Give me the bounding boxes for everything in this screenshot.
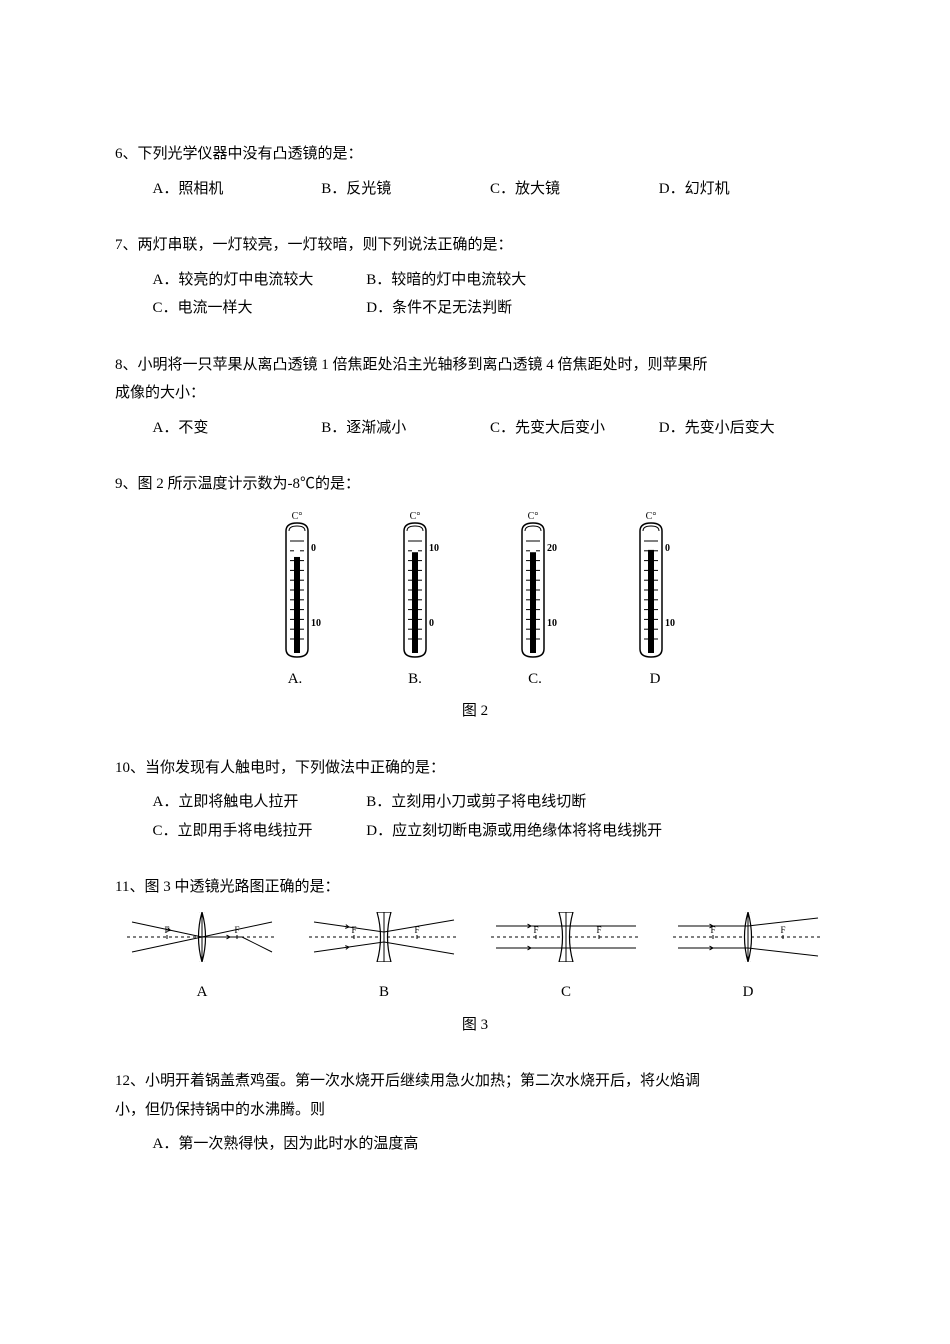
q8-opt-d: D．先变小后变大 [659, 414, 775, 443]
svg-text:0: 0 [311, 543, 316, 554]
svg-text:F: F [414, 925, 419, 935]
q6-opt-c: C．放大镜 [490, 175, 655, 204]
q6-opt-b: B．反光镜 [321, 175, 486, 204]
svg-text:10: 10 [429, 543, 439, 554]
svg-text:0: 0 [665, 543, 670, 554]
q9-stem: 9、图 2 所示温度计示数为-8℃的是： [115, 470, 835, 499]
lens-col-C: FF C [491, 912, 641, 1007]
svg-text:C°: C° [410, 511, 421, 522]
lens-diagram-B: FF [309, 912, 459, 962]
lens-label-B: B [309, 978, 459, 1007]
thermo-label-a: A. [255, 665, 335, 694]
lens-label-D: D [673, 978, 823, 1007]
thermometer-C: C° 20 10 [504, 511, 564, 661]
question-9: 9、图 2 所示温度计示数为-8℃的是： C° 0 10 C° 10 0 C° … [115, 470, 835, 726]
svg-text:F: F [234, 925, 239, 935]
thermo-label-c: C. [495, 665, 575, 694]
q10-options-row2: C．立即用手将电线拉开 D．应立刻切断电源或用绝缘体将将电线挑开 [115, 817, 835, 846]
q12-stem-l2: 小，但仍保持锅中的水沸腾。则 [115, 1096, 835, 1125]
thermometer-wrap-A: C° 0 10 [268, 511, 328, 661]
thermometer-wrap-D: C° 0 10 [622, 511, 682, 661]
q12-opt-a: A．第一次熟得快，因为此时水的温度高 [153, 1130, 419, 1159]
q12-stem-l1: 12、小明开着锅盖煮鸡蛋。第一次水烧开后继续用急火加热；第二次水烧开后，将火焰调 [115, 1067, 835, 1096]
q10-options-row1: A．立即将触电人拉开 B．立刻用小刀或剪子将电线切断 [115, 788, 835, 817]
q6-opt-a: A．照相机 [153, 175, 318, 204]
q8-opt-c: C．先变大后变小 [490, 414, 655, 443]
svg-text:0: 0 [429, 618, 434, 629]
svg-text:F: F [351, 925, 356, 935]
svg-text:C°: C° [528, 511, 539, 522]
q7-options-row1: A．较亮的灯中电流较大 B．较暗的灯中电流较大 [115, 266, 835, 295]
thermometer-wrap-B: C° 10 0 [386, 511, 446, 661]
q11-stem: 11、图 3 中透镜光路图正确的是： [115, 873, 835, 902]
thermometer-D: C° 0 10 [622, 511, 682, 661]
exam-page: 6、下列光学仪器中没有凸透镜的是： A．照相机 B．反光镜 C．放大镜 D．幻灯… [0, 0, 950, 1247]
svg-text:10: 10 [311, 618, 321, 629]
lens-diagram-D: FF [673, 912, 823, 962]
svg-text:F: F [164, 925, 169, 935]
q10-opt-d: D．应立刻切断电源或用绝缘体将将电线挑开 [366, 817, 662, 846]
svg-text:20: 20 [547, 543, 557, 554]
q8-stem-l2: 成像的大小： [115, 379, 835, 408]
q7-options-row2: C．电流一样大 D．条件不足无法判断 [115, 294, 835, 323]
svg-text:10: 10 [665, 618, 675, 629]
q10-stem: 10、当你发现有人触电时，下列做法中正确的是： [115, 754, 835, 783]
thermo-label-b: B. [375, 665, 455, 694]
lens-diagram-row: FF A FF B FF C FF D [115, 912, 835, 1007]
q12-options: A．第一次熟得快，因为此时水的温度高 [115, 1130, 835, 1159]
question-7: 7、两灯串联，一灯较亮，一灯较暗，则下列说法正确的是： A．较亮的灯中电流较大 … [115, 231, 835, 323]
q6-options: A．照相机 B．反光镜 C．放大镜 D．幻灯机 [115, 175, 835, 204]
question-10: 10、当你发现有人触电时，下列做法中正确的是： A．立即将触电人拉开 B．立刻用… [115, 754, 835, 846]
lens-col-A: FF A [127, 912, 277, 1007]
q6-stem: 6、下列光学仪器中没有凸透镜的是： [115, 140, 835, 169]
q7-opt-a: A．较亮的灯中电流较大 [153, 266, 363, 295]
svg-text:10: 10 [547, 618, 557, 629]
question-11: 11、图 3 中透镜光路图正确的是： FF A FF B FF C [115, 873, 835, 1039]
q6-opt-d: D．幻灯机 [659, 175, 730, 204]
question-12: 12、小明开着锅盖煮鸡蛋。第一次水烧开后继续用急火加热；第二次水烧开后，将火焰调… [115, 1067, 835, 1159]
q7-opt-c: C．电流一样大 [153, 294, 363, 323]
thermometer-B: C° 10 0 [386, 511, 446, 661]
q7-stem: 7、两灯串联，一灯较亮，一灯较暗，则下列说法正确的是： [115, 231, 835, 260]
q10-opt-c: C．立即用手将电线拉开 [153, 817, 363, 846]
svg-text:F: F [596, 925, 601, 935]
svg-text:F: F [533, 925, 538, 935]
question-6: 6、下列光学仪器中没有凸透镜的是： A．照相机 B．反光镜 C．放大镜 D．幻灯… [115, 140, 835, 203]
lens-col-D: FF D [673, 912, 823, 1007]
svg-text:C°: C° [646, 511, 657, 522]
lens-col-B: FF B [309, 912, 459, 1007]
thermo-letters: A. B. C. D [115, 665, 835, 694]
svg-text:C°: C° [292, 511, 303, 522]
svg-text:F: F [780, 925, 785, 935]
thermometer-row: C° 0 10 C° 10 0 C° 20 10 C° 0 10 [115, 511, 835, 661]
thermometer-wrap-C: C° 20 10 [504, 511, 564, 661]
q7-opt-d: D．条件不足无法判断 [366, 294, 512, 323]
q8-options: A．不变 B．逐渐减小 C．先变大后变小 D．先变小后变大 [115, 414, 835, 443]
q8-opt-a: A．不变 [153, 414, 318, 443]
question-8: 8、小明将一只苹果从离凸透镜 1 倍焦距处沿主光轴移到离凸透镜 4 倍焦距处时，… [115, 351, 835, 443]
svg-text:F: F [710, 925, 715, 935]
lens-label-A: A [127, 978, 277, 1007]
lens-diagram-C: FF [491, 912, 641, 962]
q7-opt-b: B．较暗的灯中电流较大 [366, 266, 526, 295]
q8-stem-l1: 8、小明将一只苹果从离凸透镜 1 倍焦距处沿主光轴移到离凸透镜 4 倍焦距处时，… [115, 351, 835, 380]
figure2-caption: 图 2 [115, 697, 835, 726]
lens-label-C: C [491, 978, 641, 1007]
figure3-caption: 图 3 [115, 1011, 835, 1040]
q10-opt-b: B．立刻用小刀或剪子将电线切断 [366, 788, 586, 817]
lens-diagram-A: FF [127, 912, 277, 962]
q8-opt-b: B．逐渐减小 [321, 414, 486, 443]
thermo-label-d: D [615, 665, 695, 694]
thermometer-A: C° 0 10 [268, 511, 328, 661]
q10-opt-a: A．立即将触电人拉开 [153, 788, 363, 817]
